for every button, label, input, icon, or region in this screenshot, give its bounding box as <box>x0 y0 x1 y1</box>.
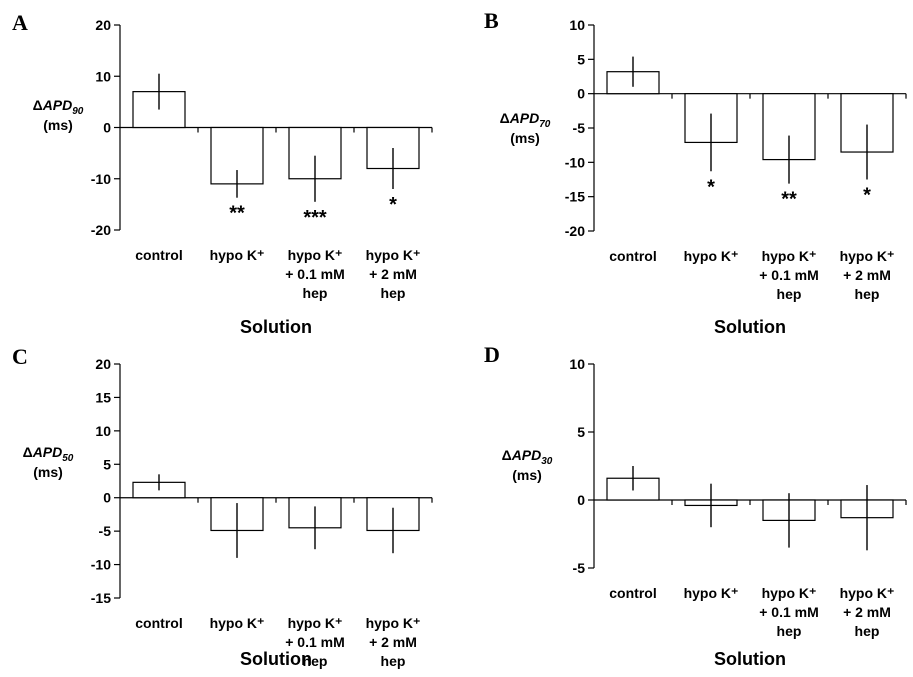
y-tick-label: -5 <box>573 120 586 136</box>
y-tick-label: 10 <box>95 423 111 439</box>
y-tick-label: -20 <box>565 223 585 239</box>
category-label: hep <box>381 653 406 669</box>
panel-letter-a: A <box>12 10 28 35</box>
significance-mark: ** <box>229 203 245 225</box>
category-label: hypo K⁺ <box>288 615 343 631</box>
category-label: control <box>609 585 656 601</box>
category-label: hep <box>855 286 880 302</box>
y-tick-label: 5 <box>103 456 111 472</box>
significance-mark: * <box>863 185 871 207</box>
y-axis-unit: (ms) <box>510 130 540 146</box>
category-label: hep <box>777 286 802 302</box>
x-axis-label: Solution <box>714 649 786 669</box>
category-label: + 2 mM <box>843 604 891 620</box>
panel-a: A 20 10 0 -10 -20 control ** hypo K⁺ *** hypo K⁺ + … <box>12 10 433 337</box>
category-label: + 2 mM <box>369 266 417 282</box>
category-label: + 2 mM <box>843 267 891 283</box>
y-tick-label: 5 <box>577 424 585 440</box>
panel-c: C 20 15 10 5 0 -5 -10 -15 control hypo K⁺ hypo K⁺ + … <box>12 344 433 669</box>
x-axis-label: Solution <box>714 317 786 337</box>
y-axis-unit: (ms) <box>512 467 542 483</box>
significance-mark: ** <box>781 189 797 211</box>
category-label: hypo K⁺ <box>762 585 817 601</box>
y-tick-label: 0 <box>103 490 111 506</box>
y-axis-unit: (ms) <box>43 117 73 133</box>
category-label: hypo K⁺ <box>366 247 421 263</box>
y-tick-label: -10 <box>91 171 111 187</box>
significance-mark: * <box>707 176 715 198</box>
y-tick-label: 10 <box>569 356 585 372</box>
panel-letter-b: B <box>484 8 499 33</box>
y-tick-label: 0 <box>103 120 111 136</box>
y-tick-label: 0 <box>577 86 585 102</box>
category-label: hep <box>777 623 802 639</box>
category-label: hypo K⁺ <box>840 585 895 601</box>
y-tick-label: -10 <box>565 154 585 170</box>
y-tick-label: 10 <box>95 68 111 84</box>
y-axis-unit: (ms) <box>33 464 63 480</box>
y-tick-label: 10 <box>569 17 585 33</box>
category-label: control <box>135 615 182 631</box>
panel-letter-c: C <box>12 344 28 369</box>
category-label: hypo K⁺ <box>210 615 265 631</box>
panel-d: D 10 5 0 -5 control hypo K⁺ hypo K⁺ + 0.1 mM hep h… <box>484 342 907 669</box>
y-tick-label: 20 <box>95 17 111 33</box>
category-label: control <box>609 248 656 264</box>
significance-mark: * <box>389 194 397 216</box>
y-tick-label: -5 <box>99 523 112 539</box>
category-label: hep <box>303 285 328 301</box>
category-label: hypo K⁺ <box>840 248 895 264</box>
panel-letter-d: D <box>484 342 500 367</box>
category-label: hypo K⁺ <box>684 585 739 601</box>
category-label: control <box>135 247 182 263</box>
x-axis-label: Solution <box>240 649 312 669</box>
category-label: hypo K⁺ <box>288 247 343 263</box>
y-tick-label: -20 <box>91 222 111 238</box>
y-tick-label: 0 <box>577 492 585 508</box>
category-label: hypo K⁺ <box>684 248 739 264</box>
category-label: hypo K⁺ <box>366 615 421 631</box>
y-axis-label: ΔAPD50 <box>23 444 74 464</box>
category-label: + 0.1 mM <box>759 267 819 283</box>
category-label: + 2 mM <box>369 634 417 650</box>
y-axis-label: ΔAPD90 <box>33 97 84 117</box>
category-label: + 0.1 mM <box>285 634 345 650</box>
y-tick-label: 15 <box>95 389 111 405</box>
category-label: hep <box>381 285 406 301</box>
y-axis-label: ΔAPD70 <box>500 110 551 130</box>
category-label: hypo K⁺ <box>210 247 265 263</box>
y-axis-label: ΔAPD30 <box>502 447 553 467</box>
category-label: hep <box>303 653 328 669</box>
panel-b: B 10 5 0 -5 -10 -15 -20 control * hypo K⁺ ** hypo K⁺… <box>484 8 907 337</box>
y-tick-label: -15 <box>91 590 111 606</box>
category-label: hep <box>855 623 880 639</box>
y-tick-label: -15 <box>565 189 585 205</box>
y-tick-label: 5 <box>577 51 585 67</box>
x-axis-label: Solution <box>240 317 312 337</box>
y-tick-label: -10 <box>91 557 111 573</box>
category-label: + 0.1 mM <box>759 604 819 620</box>
y-tick-label: 20 <box>95 356 111 372</box>
category-label: + 0.1 mM <box>285 266 345 282</box>
category-label: hypo K⁺ <box>762 248 817 264</box>
significance-mark: *** <box>303 207 327 229</box>
y-tick-label: -5 <box>573 560 586 576</box>
